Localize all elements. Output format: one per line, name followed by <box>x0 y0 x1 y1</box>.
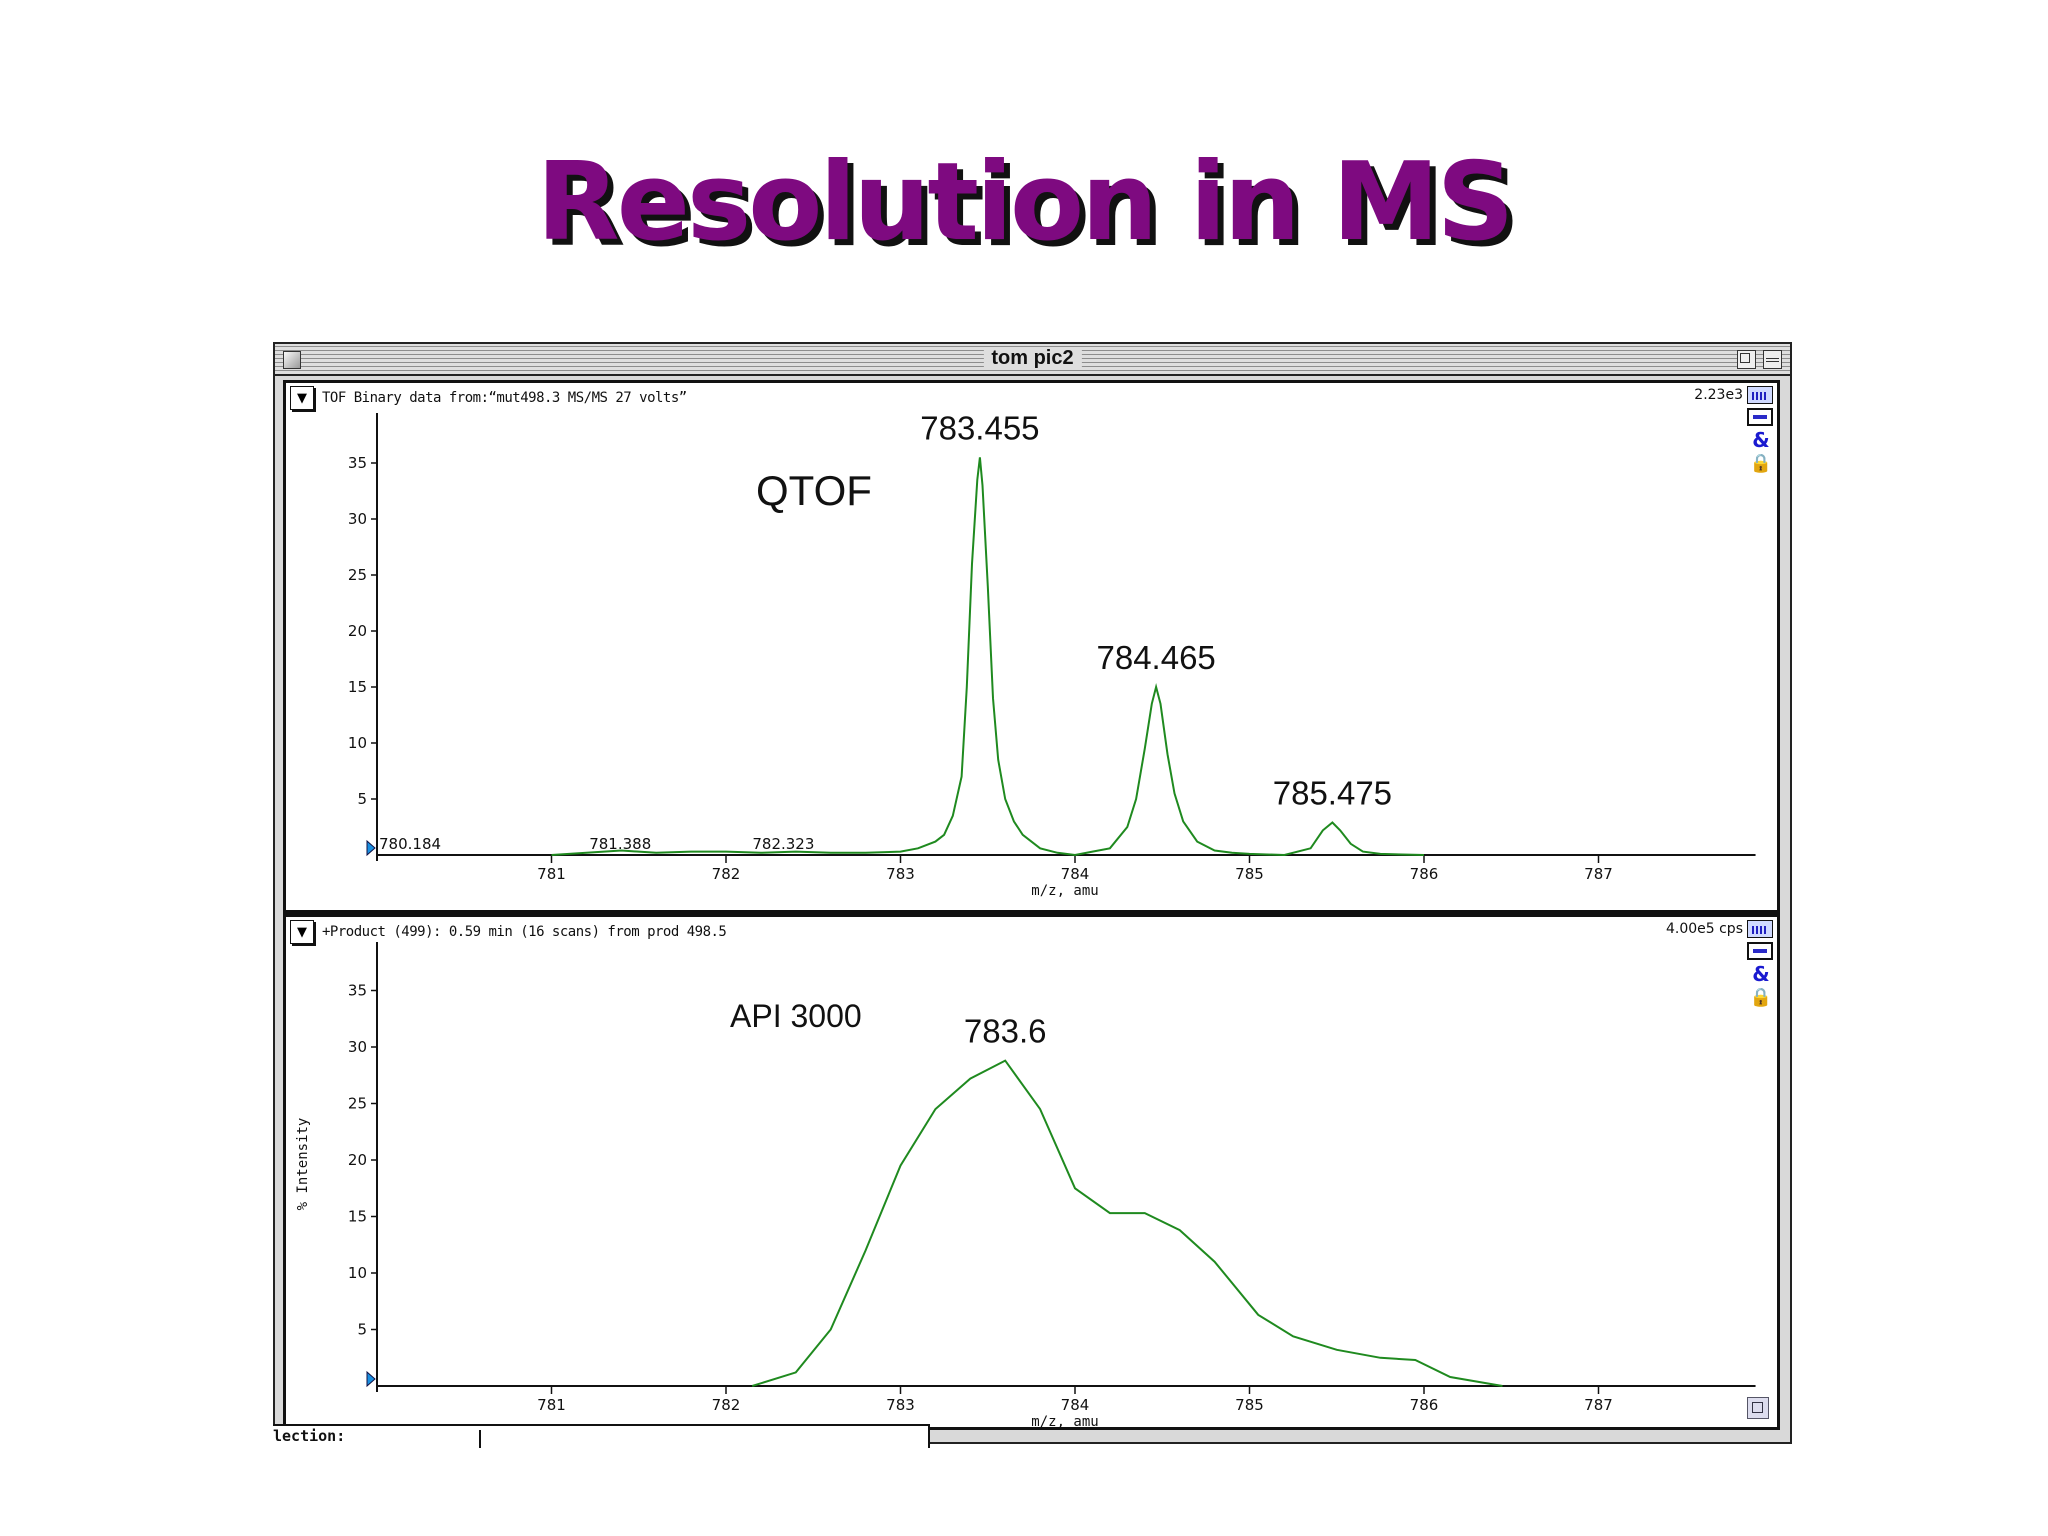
y-tick-label: 30 <box>348 1038 367 1056</box>
window-title: tom pic2 <box>983 347 1082 370</box>
lock-icon[interactable]: 🔒 <box>1749 987 1773 1008</box>
text-cursor[interactable] <box>479 1430 481 1448</box>
x-tick-label: 786 <box>1410 1396 1439 1414</box>
panel-header: ▼ +Product (499): 0.59 min (16 scans) fr… <box>290 920 727 944</box>
qtof-panel: ▼ TOF Binary data from:“mut498.3 MS/MS 2… <box>286 383 1777 917</box>
lock-icon[interactable]: 🔒 <box>1749 453 1773 474</box>
x-tick-label: 783 <box>886 865 915 883</box>
app-window: tom pic2 ▼ TOF Binary data from:“mut498.… <box>273 342 1792 1444</box>
x-tick-label: 781 <box>537 1396 566 1414</box>
instrument-label: QTOF <box>756 467 872 514</box>
panel-header: ▼ TOF Binary data from:“mut498.3 MS/MS 2… <box>290 386 687 410</box>
scale-value: 4.00e5 cps <box>1665 921 1743 937</box>
x-tick-label: 787 <box>1584 865 1613 883</box>
zoom-box-icon[interactable] <box>1737 350 1756 369</box>
x-tick-label: 783 <box>886 1396 915 1414</box>
y-tick-label: 15 <box>348 1208 367 1226</box>
y-tick-label: 15 <box>348 678 367 696</box>
ampersand-icon[interactable]: & <box>1752 428 1770 452</box>
panel-description: +Product (499): 0.59 min (16 scans) from… <box>322 924 727 940</box>
peak-label-small: 780.184 <box>379 835 441 853</box>
close-box-icon[interactable] <box>283 351 301 369</box>
minus-icon[interactable] <box>1747 408 1773 426</box>
status-bar: lection: <box>273 1424 930 1448</box>
x-tick-label: 785 <box>1235 865 1264 883</box>
peak-label: 784.465 <box>1096 639 1215 676</box>
chart-view-icon[interactable] <box>1747 920 1773 938</box>
peak-label: 783.6 <box>964 1013 1047 1050</box>
y-tick-label: 35 <box>348 454 367 472</box>
y-tick-label: 5 <box>357 1321 367 1339</box>
scale-value: 2.23e3 <box>1694 387 1743 403</box>
y-tick-label: 35 <box>348 982 367 1000</box>
api3000-spectrum-plot[interactable]: 5 10 15 20 25 30 35 781 782 783 784 785 786 787 m/z, a… <box>286 917 1777 1427</box>
api3000-panel: ▼ +Product (499): 0.59 min (16 scans) fr… <box>286 917 1777 1427</box>
peak-label: 783.455 <box>920 409 1039 446</box>
spectrum-trace <box>551 457 1425 857</box>
x-tick-label: 787 <box>1584 1396 1613 1414</box>
baseline-marker-icon[interactable] <box>366 1370 376 1388</box>
slide-title: Resolution in MS <box>536 140 1515 265</box>
y-tick-label: 20 <box>348 622 367 640</box>
x-tick-label: 782 <box>712 1396 741 1414</box>
x-axis-label: m/z, amu <box>1031 883 1098 899</box>
y-tick-label: 5 <box>357 790 367 808</box>
x-axis-label: m/z, amu <box>1031 1414 1098 1427</box>
baseline-marker-icon[interactable] <box>366 839 376 857</box>
peak-label-small: 782.323 <box>752 835 814 853</box>
x-tick-label: 785 <box>1235 1396 1264 1414</box>
y-tick-label: 10 <box>348 1264 367 1282</box>
y-tick-label: 20 <box>348 1151 367 1169</box>
status-label: lection: <box>273 1427 346 1445</box>
x-tick-label: 784 <box>1061 1396 1090 1414</box>
y-tick-label: 10 <box>348 734 367 752</box>
panel-tools: 4.00e5 cps & 🔒 <box>1603 920 1773 1008</box>
panel-menu-triangle-icon[interactable]: ▼ <box>290 386 314 410</box>
y-axis-label: % Intensity <box>295 1118 311 1211</box>
x-tick-label: 782 <box>712 865 741 883</box>
y-tick-label: 30 <box>348 510 367 528</box>
y-tick-label: 25 <box>348 1095 367 1113</box>
window-content: ▼ TOF Binary data from:“mut498.3 MS/MS 2… <box>283 380 1780 1430</box>
instrument-label: API 3000 <box>730 998 862 1034</box>
ampersand-icon[interactable]: & <box>1752 962 1770 986</box>
collapse-box-icon[interactable] <box>1763 350 1782 369</box>
resize-grip-icon[interactable] <box>1747 1397 1769 1419</box>
x-tick-label: 784 <box>1061 865 1090 883</box>
x-tick-label: 781 <box>537 865 566 883</box>
spectrum-trace <box>751 1059 1503 1387</box>
panel-tools: 2.23e3 & 🔒 <box>1603 386 1773 474</box>
peak-label-small: 781.388 <box>589 835 651 853</box>
window-title-bar[interactable]: tom pic2 <box>275 344 1790 376</box>
panel-description: TOF Binary data from:“mut498.3 MS/MS 27 … <box>322 390 687 406</box>
qtof-spectrum-plot[interactable]: 5 10 15 20 25 30 35 781 782 783 784 785 786 787 m/z, a… <box>286 383 1777 910</box>
minus-icon[interactable] <box>1747 942 1773 960</box>
peak-label: 785.475 <box>1273 775 1392 812</box>
panel-menu-triangle-icon[interactable]: ▼ <box>290 920 314 944</box>
y-tick-label: 25 <box>348 566 367 584</box>
chart-view-icon[interactable] <box>1747 386 1773 404</box>
x-tick-label: 786 <box>1410 865 1439 883</box>
